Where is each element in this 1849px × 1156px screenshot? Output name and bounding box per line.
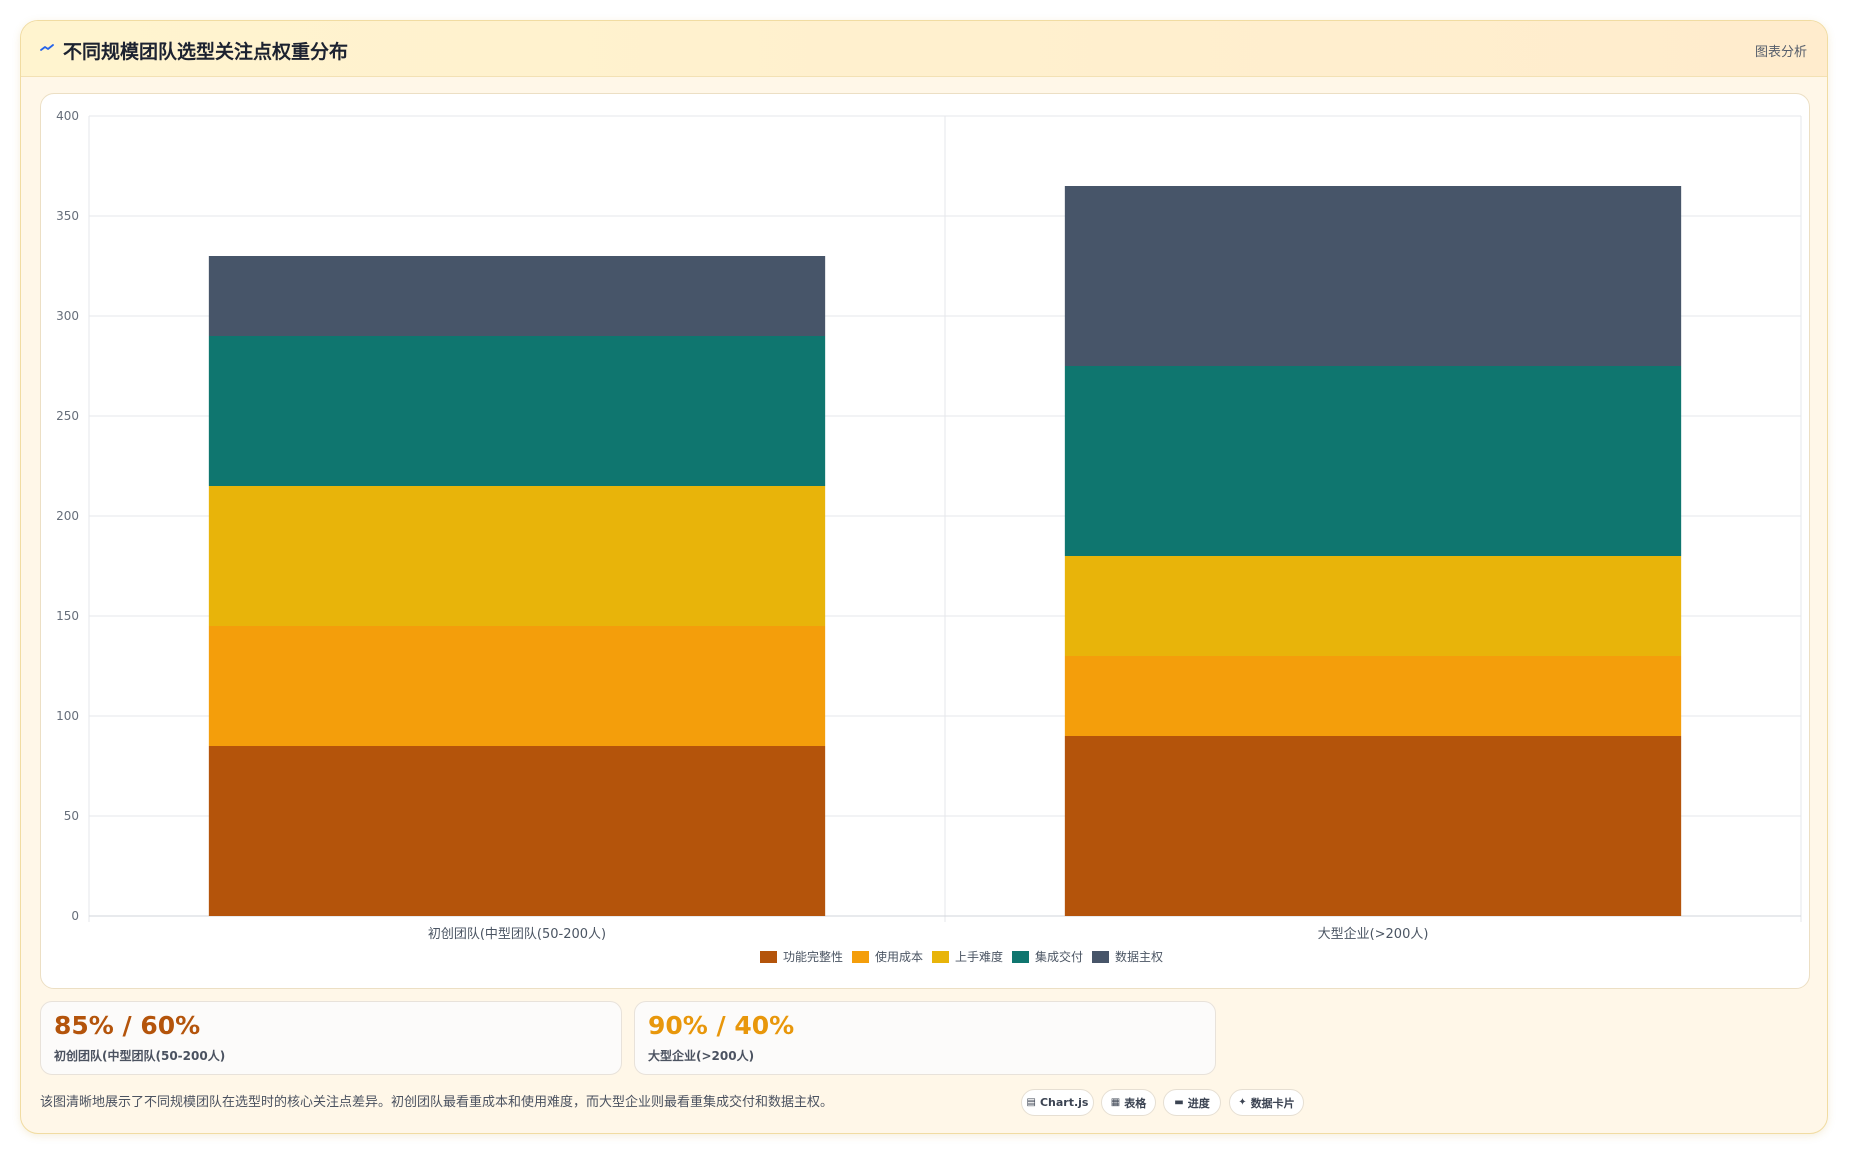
bar-segment	[208, 336, 826, 486]
legend-label: 数据主权	[1115, 949, 1163, 964]
stat-label: 初创团队(中型团队(50-200人)	[54, 1049, 226, 1063]
progress-icon: ▬	[1174, 1097, 1184, 1108]
bar-segment	[1064, 366, 1682, 556]
card-header: 不同规模团队选型关注点权重分布 图表分析	[21, 21, 1827, 77]
stacked-bar-chart: 0 50 100 150 200 250 300 350 400 初创团队(中型团队(50-200…	[56, 109, 1802, 964]
stat-card-enterprise: 90% / 40% 大型企业(>200人)	[634, 1001, 1216, 1075]
y-tick-label: 250	[56, 409, 79, 423]
page-title: 不同规模团队选型关注点权重分布	[63, 41, 349, 63]
stat-label: 大型企业(>200人)	[648, 1049, 755, 1063]
bar-segment	[1064, 656, 1682, 736]
y-tick-label: 300	[56, 309, 79, 323]
bar-segment	[1064, 736, 1682, 916]
chip-chartjs[interactable]: ▤ Chart.js	[1021, 1089, 1094, 1116]
y-tick-label: 100	[56, 709, 79, 723]
bar-segment	[208, 746, 826, 916]
y-tick-label: 50	[64, 809, 79, 823]
chip-progress[interactable]: ▬ 进度	[1163, 1089, 1221, 1116]
trend-line-icon	[40, 44, 54, 51]
legend-swatch	[1012, 951, 1029, 963]
bar-segment	[208, 626, 826, 746]
stat-value: 85% / 60%	[54, 1011, 201, 1040]
chip-label: 数据卡片	[1250, 1096, 1295, 1110]
chip-label: 表格	[1124, 1096, 1147, 1110]
y-tick-label: 400	[56, 109, 79, 123]
legend-swatch	[852, 951, 869, 963]
legend-label: 使用成本	[875, 949, 923, 964]
bar-segment	[208, 256, 826, 336]
bar-segment	[1064, 556, 1682, 656]
y-tick-label: 0	[71, 909, 79, 923]
y-tick-label: 150	[56, 609, 79, 623]
chip-label: Chart.js	[1039, 1096, 1089, 1109]
stat-card-startup: 85% / 60% 初创团队(中型团队(50-200人)	[40, 1001, 622, 1075]
bar-segment	[208, 486, 826, 626]
legend-label: 集成交付	[1035, 949, 1083, 964]
chart-analysis-tag: 图表分析	[1754, 45, 1807, 60]
y-tick-label: 350	[56, 209, 79, 223]
chart-card: 不同规模团队选型关注点权重分布 图表分析 0 50 100 150 200 250 300 3…	[20, 20, 1828, 1134]
legend-swatch	[760, 951, 777, 963]
legend-swatch	[1092, 951, 1109, 963]
chart-panel: 0 50 100 150 200 250 300 350 400 初创团队(中型团队(50-200…	[40, 93, 1810, 989]
summary-text: 该图清晰地展示了不同规模团队在选型时的核心关注点差异。初创团队最看重成本和使用难…	[40, 1095, 834, 1110]
chip-label: 进度	[1187, 1096, 1210, 1110]
legend-label: 功能完整性	[783, 949, 843, 964]
y-tick-label: 200	[56, 509, 79, 523]
table-icon: ▦	[1110, 1097, 1121, 1108]
sparkle-icon: ✦	[1238, 1097, 1247, 1108]
x-tick-label: 初创团队(中型团队(50-200人)	[428, 927, 606, 942]
chart-icon: ▤	[1026, 1097, 1036, 1108]
stat-value: 90% / 40%	[648, 1011, 795, 1040]
x-tick-label: 大型企业(>200人)	[1318, 926, 1429, 942]
chip-data-card[interactable]: ✦ 数据卡片	[1229, 1089, 1304, 1116]
legend-label: 上手难度	[955, 949, 1003, 964]
chip-table[interactable]: ▦ 表格	[1101, 1089, 1156, 1116]
bar-segment	[1064, 186, 1682, 366]
legend-swatch	[932, 951, 949, 963]
